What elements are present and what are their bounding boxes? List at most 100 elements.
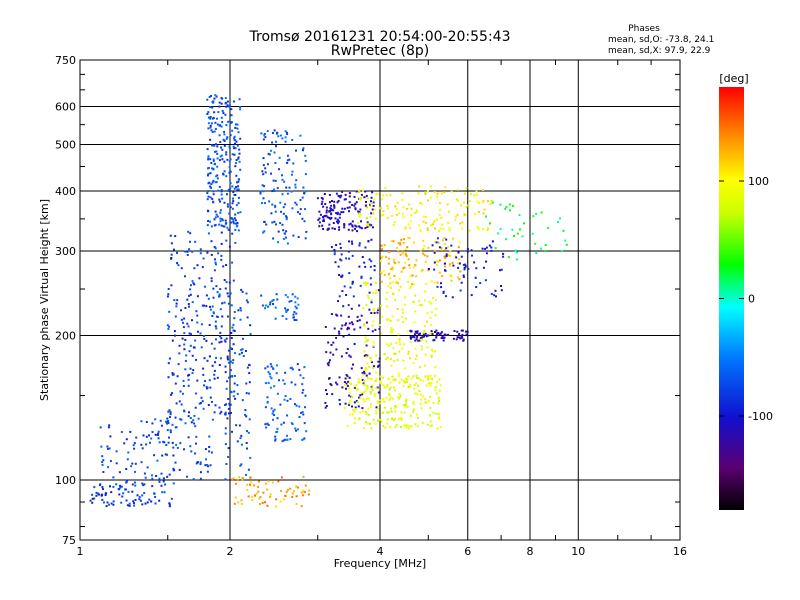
echo-point: [271, 190, 274, 192]
echo-point: [195, 435, 198, 438]
echo-point: [348, 327, 351, 330]
echo-point: [223, 279, 226, 281]
echo-point: [364, 246, 367, 249]
echo-point: [220, 242, 223, 245]
echo-point: [207, 172, 210, 175]
echo-point: [358, 225, 361, 228]
echo-point: [176, 299, 179, 302]
echo-point: [363, 261, 366, 264]
stats-x-mode: mean, sd,X: 97.9, 22.9: [608, 46, 711, 56]
echo-point: [386, 422, 389, 425]
echo-point: [408, 264, 411, 267]
echo-point: [409, 357, 412, 360]
echo-point: [262, 197, 265, 200]
echo-point: [336, 201, 339, 204]
echo-point: [404, 381, 406, 384]
x-tick-label: 4: [377, 545, 384, 558]
echo-point: [436, 192, 439, 195]
echo-point: [101, 455, 104, 458]
echo-point: [427, 400, 430, 403]
echo-point: [208, 324, 211, 326]
echo-point: [390, 329, 393, 332]
echo-point: [337, 194, 340, 197]
echo-point: [167, 410, 170, 413]
echo-point: [363, 354, 366, 357]
echo-point: [128, 504, 131, 507]
echo-point: [329, 201, 331, 204]
echo-point: [332, 209, 335, 212]
echo-point: [439, 426, 442, 428]
echo-point: [225, 281, 228, 284]
echo-point: [226, 380, 229, 383]
echo-point: [505, 238, 508, 241]
echo-point: [462, 275, 465, 278]
echo-point: [180, 309, 182, 312]
echo-point: [416, 417, 419, 419]
echo-point: [227, 456, 230, 458]
echo-point: [452, 264, 455, 267]
echo-point: [241, 351, 243, 354]
echo-point: [413, 333, 416, 336]
echo-point: [210, 277, 213, 280]
echo-point: [443, 333, 446, 336]
echo-point: [195, 310, 198, 313]
echo-point: [229, 403, 232, 406]
echo-point: [251, 499, 254, 502]
echo-point: [211, 131, 214, 133]
echo-point: [225, 463, 228, 465]
echo-point: [349, 400, 352, 402]
echo-point: [226, 100, 229, 103]
echo-point: [234, 496, 237, 499]
echo-point: [205, 458, 207, 461]
echo-point: [284, 438, 287, 441]
echo-point: [437, 402, 440, 405]
echo-point: [215, 285, 218, 288]
echo-point: [367, 413, 370, 416]
echo-point: [435, 380, 438, 383]
echo-point: [356, 400, 359, 403]
echo-point: [279, 403, 282, 406]
echo-point: [398, 338, 401, 341]
echo-point: [368, 357, 371, 359]
echo-point: [456, 188, 459, 191]
echo-point: [359, 394, 362, 397]
echo-point: [428, 414, 431, 417]
echo-point: [174, 461, 177, 464]
echo-point: [420, 407, 423, 410]
echo-point: [401, 347, 404, 350]
echo-point: [375, 412, 378, 415]
echo-point: [386, 385, 389, 388]
echo-point: [375, 409, 378, 412]
echo-point: [350, 396, 353, 399]
echo-point: [408, 203, 411, 206]
echo-point: [470, 294, 473, 297]
echo-point: [344, 193, 347, 196]
echo-point: [319, 213, 322, 216]
echo-point: [271, 221, 274, 224]
echo-point: [203, 357, 206, 360]
echo-point: [210, 129, 213, 132]
echo-point: [286, 414, 289, 417]
echo-point: [262, 231, 265, 234]
echo-point: [216, 316, 219, 318]
echo-point: [225, 337, 228, 340]
echo-point: [227, 189, 230, 192]
echo-point: [307, 493, 310, 496]
echo-point: [397, 261, 400, 264]
echo-point: [348, 257, 351, 260]
echo-point: [389, 331, 392, 334]
echo-point: [216, 157, 219, 160]
echo-point: [366, 354, 369, 357]
echo-point: [184, 250, 187, 253]
echo-point: [204, 285, 206, 288]
echo-point: [133, 447, 136, 450]
echo-point: [219, 200, 222, 203]
echo-point: [564, 239, 567, 242]
echo-point: [205, 339, 208, 342]
echo-point: [325, 209, 328, 212]
echo-point: [157, 437, 160, 440]
echo-point: [216, 165, 219, 168]
echo-point: [354, 408, 357, 410]
echo-point: [218, 198, 221, 201]
echo-point: [367, 339, 370, 341]
